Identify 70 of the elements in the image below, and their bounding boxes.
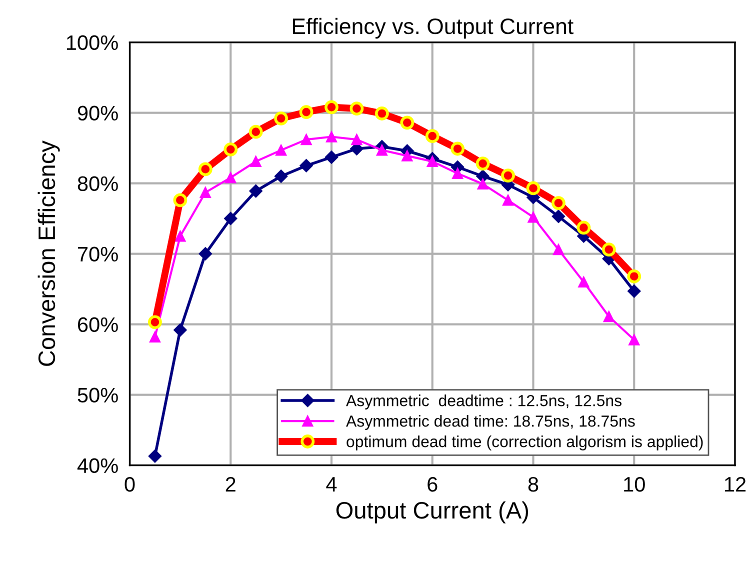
point [174,323,187,337]
point [602,242,616,257]
point [628,284,641,298]
point [174,230,186,242]
point [200,186,211,198]
point [224,212,238,226]
point [528,212,539,223]
point [249,184,262,198]
point [603,310,614,322]
point [526,181,540,196]
y-tick-label: 50% [78,388,118,403]
x-tick-label: 6 [428,476,438,492]
x-tick-label: 0 [124,476,135,492]
point [476,156,490,171]
point [324,150,338,164]
point [148,450,162,463]
point [148,315,162,330]
point [425,129,440,144]
point [376,144,388,156]
chart-title: Efficiency vs. Output Current [292,18,574,39]
y-axis-title: Conversion Efficiency [38,140,60,366]
point [350,102,364,116]
x-tick-label: 12 [725,476,746,492]
point [300,134,312,146]
point [276,144,287,156]
legend-label: optimum dead time (correction algorism is applied) [346,436,703,450]
point [274,111,288,126]
point [198,162,212,176]
point [576,220,591,235]
y-tick-label: 70% [78,246,118,262]
point [452,168,464,179]
point [149,331,161,343]
x-axis-title: Output Current (A) [336,501,528,524]
x-tick-label: 8 [528,476,538,492]
point [299,105,314,120]
point [225,172,236,184]
point [628,334,640,346]
point [502,194,514,206]
point [250,156,262,167]
point [374,106,389,120]
point [274,170,288,183]
point [501,168,515,182]
point [224,142,238,156]
y-tick-label: 60% [78,317,118,332]
point [400,116,414,130]
y-tick-label: 80% [78,176,118,192]
x-tick-label: 10 [624,476,645,492]
point [578,276,590,288]
point [326,131,338,142]
point [552,196,566,210]
y-tick-label: 40% [77,458,118,474]
point [198,247,212,260]
point [627,269,642,284]
point [351,134,362,146]
point [324,100,338,114]
point [173,193,188,208]
point [300,159,313,172]
x-tick-label: 4 [326,477,337,492]
point [426,156,438,167]
x-tick-label: 2 [226,476,236,492]
point [477,178,488,190]
point [552,210,566,224]
legend-label: Asymmetric deadtime : 12.5ns, 12.5ns [346,394,622,410]
point [552,244,564,256]
legend-label: Asymmetric dead time: 18.75ns, 18.75ns [346,415,635,430]
point [450,142,465,156]
y-tick-label: 100% [66,35,118,50]
point [248,124,263,139]
y-tick-label: 90% [78,106,118,121]
point [402,150,413,162]
